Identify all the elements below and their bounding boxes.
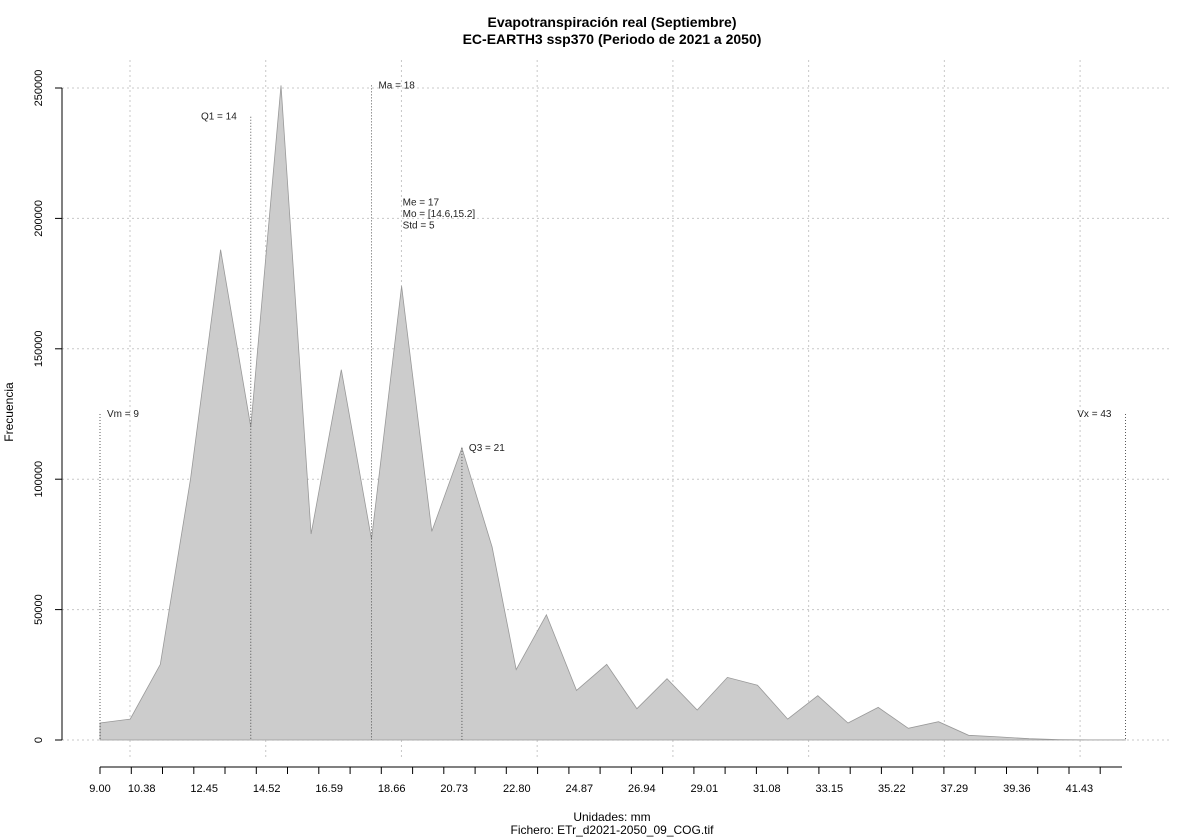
area-fill: [99, 85, 1126, 741]
stats-label: Mo = [14.6,15.2]: [403, 209, 476, 220]
x-tick-label: 10.38: [128, 783, 156, 795]
x-tick-label: 9.00: [89, 783, 110, 795]
x-axis-title: Unidades: mm: [573, 810, 650, 824]
x-tick-label: 26.94: [628, 783, 656, 795]
x-tick-label: 29.01: [691, 783, 719, 795]
chart-title: Evapotranspiración real (Septiembre): [488, 14, 737, 30]
area-series: [99, 85, 1126, 741]
marker-label: Q3 = 21: [469, 443, 505, 454]
marker-label: Vm = 9: [107, 409, 139, 420]
y-tick-label: 50000: [33, 594, 45, 625]
x-tick-label: 22.80: [503, 783, 531, 795]
y-axis-title: Frecuencia: [2, 382, 16, 442]
stats-label: Me = 17: [403, 197, 440, 208]
x-tick-label: 41.43: [1066, 783, 1094, 795]
annotations: Vm = 9 Q1 = 14 Ma = 18 Q3 = 21 Vx = 43 Me = 1…: [107, 80, 1112, 454]
y-tick-label: 100000: [33, 461, 45, 498]
x-tick-label: 16.59: [315, 783, 343, 795]
x-tick-label: 31.08: [753, 783, 781, 795]
x-tick-label: 35.22: [878, 783, 906, 795]
x-tick-label: 24.87: [566, 783, 594, 795]
axes: 0 50000 100000 150000 200000 250000 9.00 10.38 1…: [33, 70, 1122, 795]
x-tick-label: 37.29: [941, 783, 969, 795]
marker-label: Vx = 43: [1077, 409, 1112, 420]
x-tick-label: 20.73: [440, 783, 468, 795]
x-tick-label: 18.66: [378, 783, 406, 795]
file-caption: Fichero: ETr_d2021-2050_09_COG.tif: [511, 823, 715, 837]
y-tick-label: 150000: [33, 330, 45, 367]
marker-label: Q1 = 14: [201, 112, 237, 123]
y-tick-label: 250000: [33, 70, 45, 107]
marker-lines: [99, 85, 1126, 740]
x-tick-label: 14.52: [253, 783, 281, 795]
x-tick-label: 12.45: [190, 783, 218, 795]
chart-subtitle: EC-EARTH3 ssp370 (Periodo de 2021 a 2050…: [463, 31, 762, 47]
y-tick-label: 200000: [33, 200, 45, 237]
stats-label: Std = 5: [403, 220, 435, 231]
x-tick-label: 33.15: [816, 783, 844, 795]
y-tick-label: 0: [33, 737, 45, 743]
marker-label: Ma = 18: [378, 80, 415, 91]
x-tick-label: 39.36: [1003, 783, 1031, 795]
